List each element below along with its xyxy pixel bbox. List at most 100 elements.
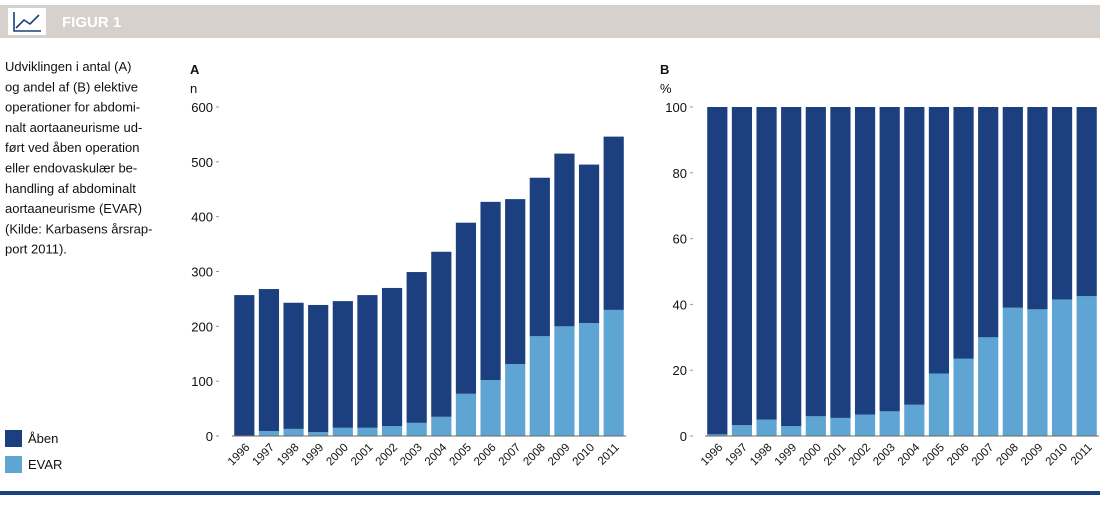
caption-line: eller endovaskulær be- xyxy=(5,161,137,176)
bar-segment xyxy=(283,302,304,429)
x-tick-label: 2000 xyxy=(797,442,824,469)
caption-line: ført ved åben operation xyxy=(5,140,139,155)
bar-segment xyxy=(480,380,501,436)
caption-line: port 2011). xyxy=(5,242,67,257)
x-tick-label: 2001 xyxy=(822,442,849,469)
bar-segment xyxy=(554,153,575,327)
bar-segment xyxy=(603,309,624,436)
caption-line: og andel af (B) elektive xyxy=(5,79,138,94)
y-tick-label: 500 xyxy=(191,155,213,170)
bar-segment xyxy=(805,416,826,436)
bar-segment xyxy=(308,304,329,433)
bar-segment xyxy=(258,431,280,436)
y-tick-label: 100 xyxy=(191,374,213,389)
x-tick-label: 1999 xyxy=(773,442,800,469)
caption-line: aortaaneurisme (EVAR) xyxy=(5,201,142,216)
y-axis-label: n xyxy=(190,81,197,96)
bar-segment xyxy=(308,432,329,436)
bar-segment xyxy=(978,107,999,338)
panel-label: B xyxy=(660,62,669,77)
x-tick-label: 1997 xyxy=(723,442,750,469)
legend-swatch xyxy=(5,456,22,473)
x-tick-label: 2011 xyxy=(1069,442,1095,468)
bar-segment xyxy=(357,427,378,436)
bar-segment xyxy=(854,414,876,436)
x-tick-label: 2008 xyxy=(521,442,548,469)
caption-line: handling af abdominalt xyxy=(5,181,136,196)
header-bar xyxy=(0,5,1100,38)
legend-label: EVAR xyxy=(28,457,62,472)
bar-segment xyxy=(455,222,477,394)
x-tick-label: 2006 xyxy=(472,442,499,469)
bar-segment xyxy=(731,425,753,436)
x-tick-label: 1999 xyxy=(300,442,327,469)
bar-segment xyxy=(480,201,501,381)
bar-segment xyxy=(830,417,851,436)
y-tick-label: 300 xyxy=(191,265,213,280)
x-tick-label: 2005 xyxy=(447,442,474,469)
bar-segment xyxy=(928,373,950,436)
x-tick-label: 2004 xyxy=(896,441,923,468)
y-tick-label: 80 xyxy=(673,166,687,181)
x-tick-label: 2007 xyxy=(970,442,997,469)
header-icon xyxy=(13,12,41,32)
x-tick-label: 2001 xyxy=(349,442,376,469)
y-tick-label: 100 xyxy=(665,100,687,115)
bar-segment xyxy=(529,336,550,436)
x-tick-label: 2003 xyxy=(398,442,425,469)
bar-segment xyxy=(854,107,876,415)
bar-segment xyxy=(234,295,255,436)
y-tick-label: 600 xyxy=(191,100,213,115)
x-tick-label: 2010 xyxy=(1044,442,1071,469)
x-tick-label: 1997 xyxy=(250,442,277,469)
bar-segment xyxy=(731,107,753,426)
bar-segment xyxy=(258,289,280,432)
bar-segment xyxy=(1051,299,1073,436)
x-tick-label: 2006 xyxy=(945,442,972,469)
legend-label: Åben xyxy=(28,431,58,446)
bar-segment xyxy=(953,107,974,359)
bar-segment xyxy=(431,416,452,436)
caption-line: nalt aortaaneurisme ud- xyxy=(5,120,142,135)
y-tick-label: 200 xyxy=(191,319,213,334)
bar-segment xyxy=(1076,296,1097,436)
bar-segment xyxy=(805,107,826,417)
bar-segment xyxy=(529,177,550,337)
bar-segment xyxy=(603,136,624,310)
x-tick-label: 1996 xyxy=(226,442,253,469)
x-tick-label: 2000 xyxy=(324,442,351,469)
x-tick-label: 2004 xyxy=(423,441,450,468)
bar-segment xyxy=(756,419,777,436)
x-tick-label: 2005 xyxy=(920,442,947,469)
bar-segment xyxy=(904,107,925,405)
bar-segment xyxy=(781,426,802,436)
caption-line: operationer for abdomi- xyxy=(5,100,140,115)
bar-segment xyxy=(357,295,378,428)
bar-segment xyxy=(431,251,452,417)
y-tick-label: 400 xyxy=(191,210,213,225)
x-tick-label: 2010 xyxy=(571,442,598,469)
bar-segment xyxy=(1027,107,1048,310)
bar-segment xyxy=(1027,309,1048,436)
x-tick-label: 1996 xyxy=(699,442,726,469)
bar-segment xyxy=(505,199,526,365)
x-tick-label: 2003 xyxy=(871,442,898,469)
x-tick-label: 2009 xyxy=(546,442,573,469)
bar-segment xyxy=(332,427,353,436)
bar-segment xyxy=(1051,107,1073,300)
legend: Åben EVAR xyxy=(5,430,62,473)
x-tick-label: 2002 xyxy=(374,442,401,469)
bar-segment xyxy=(455,393,477,436)
bar-segment xyxy=(781,107,802,427)
bar-segment xyxy=(707,434,728,436)
bar-segment xyxy=(904,404,925,436)
x-tick-label: 1998 xyxy=(275,442,302,469)
bar-segment xyxy=(381,287,403,427)
bar-segment xyxy=(1076,107,1097,297)
bar-segment xyxy=(283,428,304,436)
caption-line: Udviklingen i antal (A) xyxy=(5,59,131,74)
caption-line: (Kilde: Karbasens årsrap- xyxy=(5,221,152,236)
panel-label: A xyxy=(190,62,200,77)
bar-segment xyxy=(578,164,600,324)
x-tick-label: 2002 xyxy=(847,442,874,469)
